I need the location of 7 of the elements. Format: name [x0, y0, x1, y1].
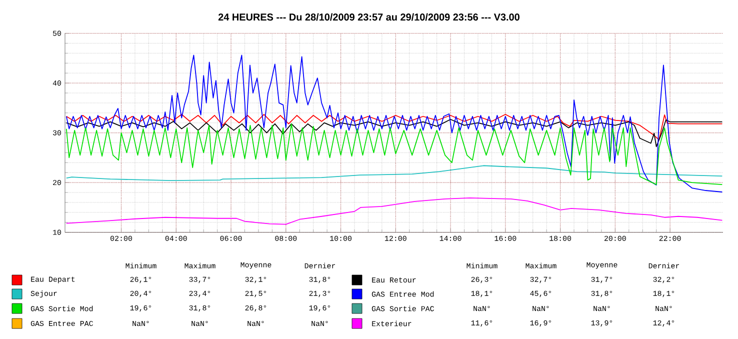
line-series	[66, 54, 723, 192]
line-series	[66, 165, 723, 182]
chart-title: 24 HEURES --- Du 28/10/2009 23:57 au 29/10/2009 23:56 --- V3.00	[218, 13, 520, 21]
line-series	[66, 118, 723, 148]
line-series	[66, 123, 723, 185]
line-series	[66, 114, 723, 140]
line-series	[66, 198, 723, 225]
